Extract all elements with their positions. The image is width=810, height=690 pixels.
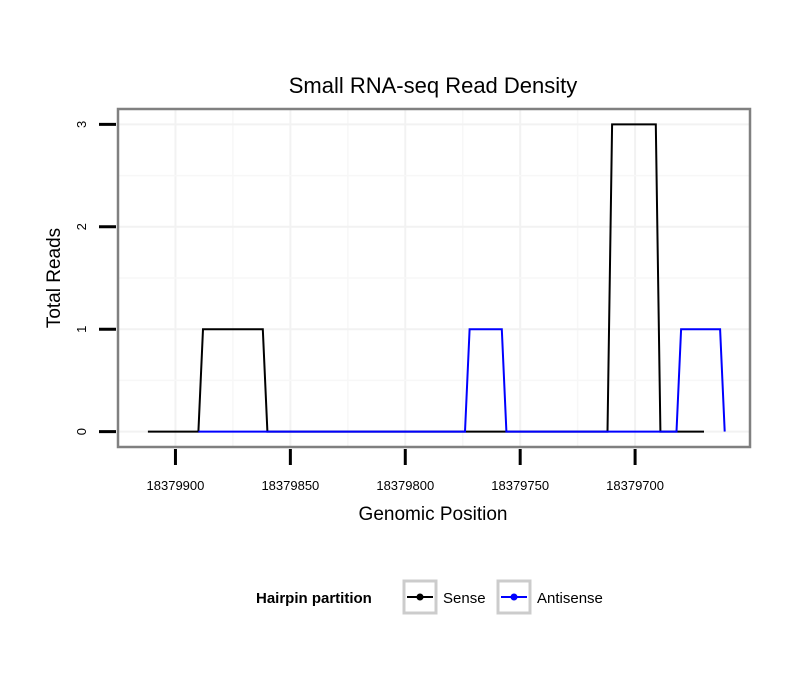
x-tick-label-0: 18379900: [147, 478, 205, 493]
plot-border: [116, 107, 752, 449]
series-group: [147, 123, 726, 433]
x-tick-label-2: 18379800: [376, 478, 434, 493]
y-tick-label-0: 0: [74, 428, 89, 435]
y-axis: 0 1 2 3: [74, 121, 116, 435]
x-tick-label-3: 18379750: [491, 478, 549, 493]
legend-title: Hairpin partition: [256, 590, 372, 607]
legend-point-sense: [416, 593, 424, 601]
x-tick-label-4: 18379700: [606, 478, 664, 493]
x-axis: 18379900 18379850 18379800 18379750 18379700: [147, 449, 664, 493]
legend-label-sense: Sense: [443, 590, 486, 607]
y-tick-label-2: 2: [74, 223, 89, 230]
legend-label-antisense: Antisense: [537, 590, 603, 607]
y-tick-label-1: 1: [74, 326, 89, 333]
y-axis-label: Total Reads: [44, 228, 65, 328]
legend: Hairpin partition Sense Antisense: [256, 579, 603, 615]
y-tick-label-3: 3: [74, 121, 89, 128]
chart-title: Small RNA-seq Read Density: [289, 73, 578, 98]
x-axis-label: Genomic Position: [359, 504, 508, 525]
x-tick-label-1: 18379850: [261, 478, 319, 493]
legend-point-antisense: [510, 593, 518, 601]
series-line-antisense: [198, 328, 726, 433]
